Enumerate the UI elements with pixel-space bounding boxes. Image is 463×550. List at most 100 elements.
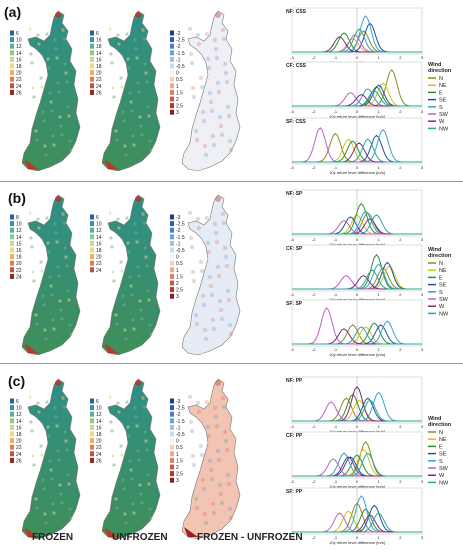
map-texture-dot (32, 95, 36, 99)
map-texture-dot (66, 473, 70, 477)
map-texture-dot (53, 38, 57, 42)
map-texture-dot (199, 268, 205, 274)
map-texture-dot (65, 80, 69, 84)
x-tick-label: -2 (312, 347, 316, 352)
x-tick-label: 1 (378, 55, 381, 60)
legend-entry-label: SW (439, 112, 449, 118)
legend-tick-label: -1.5 (176, 51, 185, 57)
map-texture-dot (131, 318, 135, 322)
x-tick-label: -2 (312, 479, 316, 484)
map-texture-dot (28, 211, 32, 215)
map-texture-dot (145, 448, 149, 452)
map-texture-dot (198, 75, 204, 81)
map-texture-dot (134, 231, 138, 235)
lapland-highlight (215, 380, 221, 386)
map-texture-dot (34, 129, 38, 133)
map-texture-dot (195, 216, 201, 222)
legend-tick-label: -3 (176, 399, 181, 405)
map-texture-dot (191, 278, 197, 284)
legend-tick-label: 6 (96, 215, 99, 221)
x-tick-label: 3 (421, 347, 424, 352)
map-texture-dot (111, 86, 115, 90)
map-texture-dot (41, 478, 45, 482)
legend-swatch (10, 70, 14, 76)
map-0-2 (181, 10, 241, 172)
legend-tick-label: 24 (96, 268, 102, 274)
legend-tick-label: -1 (176, 57, 181, 63)
map-texture-dot (124, 337, 128, 341)
panel-label-a: (a) (4, 4, 22, 20)
map-texture-dot (147, 482, 151, 486)
map-2-1 (101, 378, 161, 540)
map-texture-dot (117, 42, 121, 46)
legend-swatch (90, 37, 94, 43)
legend-swatch (10, 240, 14, 246)
map-texture-dot (196, 409, 202, 415)
legend-swatch (10, 424, 14, 430)
lapland-highlight (135, 196, 141, 202)
map-texture-dot (119, 444, 123, 448)
map-texture-dot (141, 28, 145, 32)
map-texture-dot (63, 430, 67, 434)
map-texture-dot (51, 318, 55, 322)
legend-tick-label: 16 (96, 241, 102, 247)
finland-map-speed (21, 378, 81, 540)
map-texture-dot (218, 307, 224, 313)
map-texture-dot (188, 419, 194, 425)
map-texture-dot (217, 482, 223, 488)
map-texture-dot (31, 86, 35, 90)
legend-swatch (10, 234, 14, 240)
legend-swatch (90, 214, 94, 220)
legend-tick-label: 1.5 (176, 90, 183, 96)
legend-swatch (170, 214, 174, 220)
map-texture-dot (135, 424, 139, 428)
map-texture-dot (217, 298, 223, 304)
legend-swatch (10, 43, 14, 49)
legend-tick-label: 24 (96, 84, 102, 90)
legend-tick-label: 0 (176, 255, 179, 261)
x-axis-label: 10y return level difference [m/s] (329, 540, 385, 545)
label-frozen: FROZEN (32, 532, 74, 543)
plot-title: NF: PP (286, 378, 303, 384)
map-texture-dot (115, 322, 119, 326)
x-tick-label: -1 (334, 347, 338, 352)
x-tick-label: 1 (378, 479, 381, 484)
legend-swatch (170, 405, 174, 411)
map-texture-dot (203, 152, 209, 158)
map-texture-dot (201, 302, 207, 308)
x-tick-label: -3 (290, 55, 294, 60)
map-texture-dot (65, 448, 69, 452)
map-texture-dot (212, 37, 218, 43)
map-texture-dot (116, 217, 120, 221)
legend-entry-label: N (439, 76, 443, 82)
map-texture-dot (66, 105, 70, 109)
map-texture-dot (187, 26, 193, 32)
legend-tick-label: 10 (96, 222, 102, 228)
legend-tick-label: 12 (16, 44, 22, 50)
legend-entry-label: E (439, 444, 443, 450)
map-texture-dot (148, 139, 152, 143)
x-tick-label: 3 (421, 292, 424, 297)
legend-tick-label: 18 (96, 64, 102, 70)
map-texture-dot (110, 61, 114, 65)
map-texture-dot (222, 429, 228, 435)
map-texture-dot (49, 284, 53, 288)
map-texture-dot (199, 452, 205, 458)
legend-tick-label: 14 (16, 235, 22, 241)
legend-tick-label: 20 (96, 439, 102, 445)
map-texture-dot (43, 512, 47, 516)
map-texture-dot (209, 108, 215, 114)
map-texture-dot (124, 153, 128, 157)
map-texture-dot (62, 37, 66, 41)
map-texture-dot (28, 395, 32, 399)
map-texture-dot (137, 274, 141, 278)
map-texture-dot (119, 76, 123, 80)
map-1-2 (181, 194, 241, 356)
map-texture-dot (206, 249, 212, 255)
map-texture-dot (36, 217, 40, 221)
map-texture-dot (120, 269, 124, 273)
map-texture-dot (190, 453, 196, 459)
legend-tick-label: -1 (176, 241, 181, 247)
legend-tick-label: -2.5 (176, 406, 185, 412)
map-texture-dot (60, 501, 64, 505)
